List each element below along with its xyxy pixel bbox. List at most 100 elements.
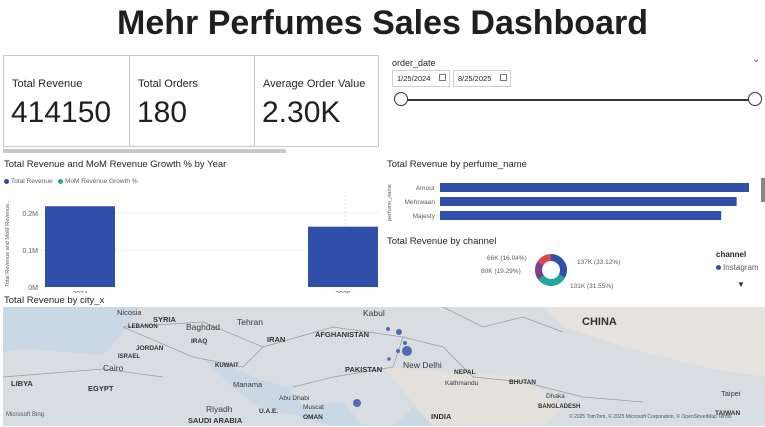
chevron-down-icon[interactable]: ⌄ [752, 54, 761, 65]
map-label: INDIA [431, 412, 452, 421]
map-title: Total Revenue by city_x [4, 295, 105, 306]
slider-start-handle[interactable] [394, 92, 408, 106]
map-bubble[interactable] [403, 341, 407, 345]
slicer-title: order_date [392, 58, 436, 68]
map-label: LEBANON [128, 324, 158, 330]
perfume-chart-scrollbar[interactable] [761, 178, 765, 202]
donut-slice[interactable] [537, 254, 551, 266]
end-date-value: 8/25/2025 [458, 74, 492, 83]
slider-end-handle[interactable] [748, 92, 762, 106]
map-border [402, 336, 644, 403]
city-revenue-map[interactable]: Nicosia SYRIA LEBANON Baghdad Tehran Kab… [3, 307, 765, 426]
donut-data-label: 80K (19.29%) [481, 268, 521, 275]
map-label: ISRAEL [118, 354, 141, 360]
map-water [3, 307, 138, 355]
map-label: AFGHANISTAN [315, 330, 370, 339]
legend-item-instagram[interactable]: Instagram [716, 263, 759, 272]
map-bubble[interactable] [387, 357, 391, 361]
map-bubble[interactable] [386, 327, 390, 331]
map-attribution[interactable]: © 2025 TomTom, © 2025 Microsoft Corporat… [569, 414, 732, 420]
kpi-card-average-order-value[interactable]: Average Order Value 2.30K [255, 56, 378, 146]
y-tick-label: 0M [28, 285, 38, 292]
bar-amour[interactable] [440, 183, 749, 192]
map-water [203, 359, 363, 426]
map-label: Riyadh [206, 404, 233, 414]
map-label: PAKISTAN [345, 365, 383, 374]
map-border [442, 307, 564, 333]
map-label: CHINA [582, 316, 617, 328]
map-label: Tehran [237, 317, 263, 327]
end-date-input[interactable]: 8/25/2025 [453, 70, 511, 87]
bar-majesty[interactable] [440, 211, 722, 220]
y-tick-label: 0.1M [22, 248, 38, 255]
map-bubble[interactable] [353, 399, 361, 407]
caret-down-icon[interactable]: ▼ [737, 280, 745, 289]
bar-2025[interactable] [308, 226, 378, 287]
legend-label: Total Revenue [11, 178, 53, 185]
map-water [393, 407, 433, 426]
kpi-label: Average Order Value [263, 78, 366, 90]
kpi-scrollbar[interactable] [3, 149, 286, 153]
map-label: JORDAN [136, 345, 164, 352]
legend-dot-icon [716, 265, 721, 271]
bing-logo: Microsoft Bing [6, 412, 45, 418]
y-axis-label: Total Revenue and MoM Revenue... [5, 199, 11, 287]
legend-label: Instagram [723, 263, 759, 272]
map-label: EGYPT [88, 384, 114, 393]
map-label: Abu Dhabi [279, 395, 310, 402]
perfume-bar-chart: perfume_name Amour Mehrwaan Majesty [387, 183, 749, 221]
perfume-chart-title: Total Revenue by perfume_name [387, 159, 527, 170]
y-tick-label: 0.2M [22, 211, 38, 218]
map-label: OMAN [303, 414, 323, 421]
map-label: NEPAL [454, 369, 476, 376]
map-border [3, 368, 164, 378]
legend-dot-icon [58, 178, 63, 184]
date-range-slider[interactable] [401, 99, 755, 101]
start-date-input[interactable]: 1/25/2024 [392, 70, 450, 87]
x-tick-label: 2024 [72, 291, 88, 293]
map-bubble[interactable] [396, 329, 402, 335]
y-tick-label: Majesty [413, 213, 436, 220]
legend-dot-icon [4, 178, 9, 184]
kpi-panel: Total Revenue 414150 Total Orders 180 Av… [3, 55, 379, 147]
bar-2024[interactable] [45, 206, 115, 287]
calendar-icon[interactable] [439, 74, 446, 81]
channel-chart-title: Total Revenue by channel [387, 236, 497, 247]
y-tick-label: Amour [416, 185, 436, 192]
legend-item-total-revenue[interactable]: Total Revenue [4, 178, 53, 185]
map-label: IRAN [267, 335, 286, 344]
map-label: SAUDI ARABIA [188, 416, 243, 425]
legend-item-mom-growth[interactable]: MoM Revenue Growth % [58, 178, 138, 185]
kpi-card-total-orders[interactable]: Total Orders 180 [130, 56, 254, 146]
map-label: Cairo [103, 363, 124, 373]
donut-slice[interactable] [538, 274, 565, 286]
kpi-card-total-revenue[interactable]: Total Revenue 414150 [4, 56, 129, 146]
kpi-label: Total Revenue [12, 78, 83, 90]
map-label: KUWAIT [215, 363, 239, 369]
map-label: BHUTAN [509, 379, 536, 386]
kpi-divider [254, 56, 255, 146]
donut-slice[interactable] [551, 254, 567, 278]
dashboard-title: Mehr Perfumes Sales Dashboard [117, 4, 648, 42]
channel-donut-chart: 137K (33.12%) 131K (31.55%) 80K (19.29%)… [481, 254, 620, 290]
map-bubble[interactable] [396, 349, 400, 353]
kpi-divider [129, 56, 130, 146]
kpi-label: Total Orders [138, 78, 198, 90]
map-label: U.A.E. [259, 408, 279, 415]
kpi-value: 180 [137, 96, 188, 129]
map-label: IRAQ [191, 338, 208, 345]
map-label: TAIWAN [715, 410, 741, 417]
map-terrain [3, 307, 765, 426]
donut-data-label: 131K (31.55%) [570, 283, 613, 290]
bar-mehrwaan[interactable] [440, 197, 737, 206]
map-label: Kathmandu [445, 380, 479, 387]
map-label: SYRIA [153, 315, 176, 324]
map-bubble[interactable] [402, 346, 412, 356]
calendar-icon[interactable] [500, 74, 507, 81]
map-label: Dhaka [546, 393, 565, 400]
x-tick-label: 2025 [335, 291, 351, 293]
start-date-value: 1/25/2024 [397, 74, 431, 83]
map-label: BANGLADESH [538, 404, 581, 410]
donut-slice[interactable] [535, 261, 544, 280]
channel-legend-title: channel [716, 250, 747, 259]
